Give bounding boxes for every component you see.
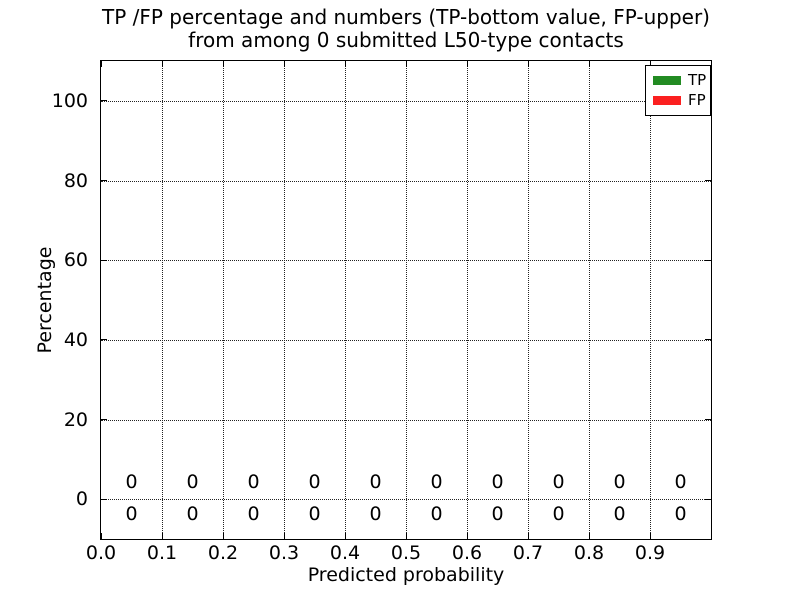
x-tick-mark: [466, 61, 468, 67]
legend: TP FP: [645, 65, 711, 116]
x-tick-label: 0.2: [207, 542, 239, 564]
x-tick-mark: [405, 533, 407, 539]
x-tick-mark: [527, 533, 529, 539]
count-annotation-fp: 0: [613, 471, 626, 494]
y-tick-mark: [101, 339, 107, 341]
count-annotation-fp: 0: [369, 471, 382, 494]
vertical-gridline: [345, 61, 346, 539]
count-annotation-fp: 0: [308, 471, 321, 494]
count-annotation-tp: 0: [247, 503, 260, 526]
count-annotation-fp: 0: [552, 471, 565, 494]
y-tick-mark: [705, 259, 711, 261]
chart-title: TP /FP percentage and numbers (TP-bottom…: [100, 6, 712, 52]
x-tick-mark: [161, 61, 163, 67]
vertical-gridline: [528, 61, 529, 539]
y-tick-mark: [101, 100, 107, 102]
y-tick-mark: [705, 419, 711, 420]
x-tick-label: 0.4: [329, 542, 361, 564]
x-tick-mark: [100, 61, 102, 67]
y-tick-label: 20: [63, 408, 88, 431]
y-tick-mark: [705, 339, 711, 341]
legend-label-fp: FP: [688, 91, 706, 109]
x-tick-label: 0.6: [451, 542, 483, 564]
x-tick-mark: [527, 61, 529, 67]
x-tick-mark: [283, 61, 285, 67]
x-tick-mark: [405, 61, 407, 67]
y-tick-mark: [101, 419, 107, 420]
x-tick-mark: [222, 533, 224, 539]
count-annotation-tp: 0: [491, 503, 504, 526]
count-annotation-tp: 0: [613, 503, 626, 526]
count-annotation-fp: 0: [430, 471, 443, 494]
x-tick-label: 0.8: [573, 542, 605, 564]
chart-title-line1: TP /FP percentage and numbers (TP-bottom…: [102, 5, 710, 29]
count-annotation-fp: 0: [125, 471, 138, 494]
x-tick-label: 0.9: [634, 542, 666, 564]
y-tick-label: 0: [75, 488, 88, 511]
x-tick-label: 0.1: [146, 542, 178, 564]
chart-title-line2: from among 0 submitted L50-type contacts: [188, 28, 624, 52]
count-annotation-tp: 0: [308, 503, 321, 526]
x-tick-mark: [344, 533, 346, 539]
x-tick-label: 0.3: [268, 542, 300, 564]
legend-swatch-tp: [653, 76, 681, 85]
count-annotation-fp: 0: [186, 471, 199, 494]
x-tick-mark: [344, 61, 346, 67]
count-annotation-fp: 0: [247, 471, 260, 494]
count-annotation-tp: 0: [674, 503, 687, 526]
y-tick-mark: [705, 498, 711, 500]
count-annotation-tp: 0: [369, 503, 382, 526]
count-annotation-fp: 0: [674, 471, 687, 494]
plot-area: 0 0 0 0 0 0 0 0 0 0 0 0 0 0 0 0 0 0 0 0: [100, 60, 712, 540]
y-tick-label: 80: [63, 169, 88, 192]
x-tick-mark: [100, 533, 102, 539]
x-tick-mark: [588, 533, 590, 539]
x-tick-mark: [649, 533, 651, 539]
x-tick-mark: [466, 533, 468, 539]
x-tick-label: 0.7: [512, 542, 544, 564]
x-tick-mark: [222, 61, 224, 67]
y-tick-mark: [705, 180, 711, 181]
y-tick-label: 100: [51, 89, 88, 112]
x-tick-mark: [588, 61, 590, 67]
vertical-gridline: [223, 61, 224, 539]
x-tick-mark: [649, 61, 651, 67]
count-annotation-tp: 0: [125, 503, 138, 526]
count-annotation-tp: 0: [186, 503, 199, 526]
vertical-gridline: [589, 61, 590, 539]
y-tick-mark: [101, 498, 107, 500]
vertical-gridline: [467, 61, 468, 539]
vertical-gridline: [284, 61, 285, 539]
y-tick-mark: [101, 259, 107, 261]
legend-swatch-fp: [653, 96, 681, 105]
legend-item-fp: FP: [653, 91, 710, 110]
legend-item-tp: TP: [653, 71, 710, 90]
count-annotation-tp: 0: [552, 503, 565, 526]
x-tick-mark: [161, 533, 163, 539]
x-tick-label: 0.5: [390, 542, 422, 564]
legend-label-tp: TP: [688, 71, 707, 89]
y-tick-label: 40: [63, 328, 88, 351]
vertical-gridline: [650, 61, 651, 539]
x-tick-label: 0.0: [85, 542, 117, 564]
count-annotation-fp: 0: [491, 471, 504, 494]
y-tick-label: 60: [63, 249, 88, 272]
vertical-gridline: [406, 61, 407, 539]
x-tick-mark: [283, 533, 285, 539]
count-annotation-tp: 0: [430, 503, 443, 526]
vertical-gridline: [162, 61, 163, 539]
x-axis-label: Predicted probability: [307, 564, 505, 586]
y-tick-mark: [101, 180, 107, 181]
